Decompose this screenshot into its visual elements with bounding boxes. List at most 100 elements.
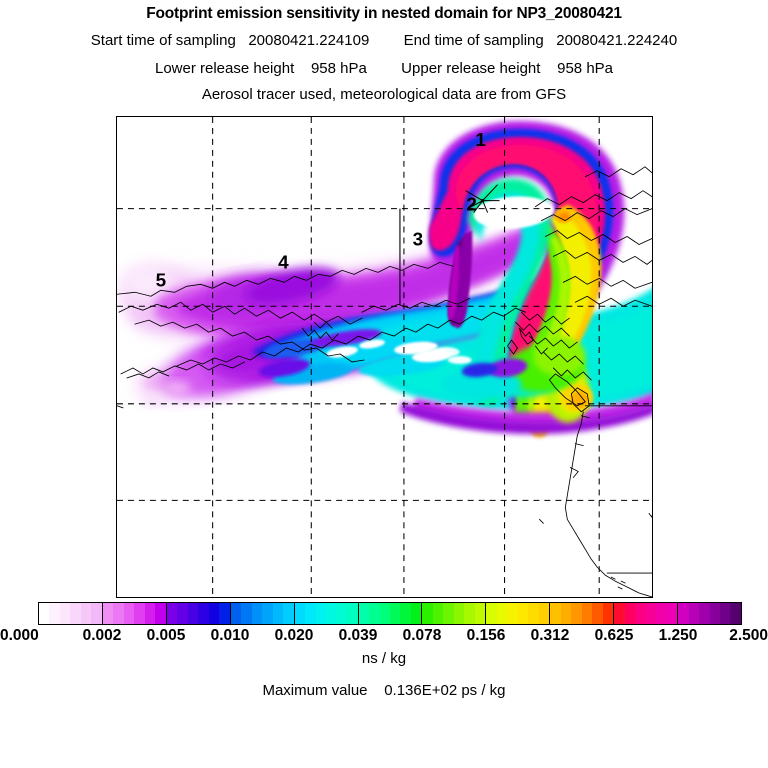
colorbar-step: [208, 603, 220, 624]
lower-release-height-label: Lower release height: [154, 60, 295, 77]
colorbar-step: [326, 603, 337, 624]
colorbar-step: [102, 603, 114, 624]
end-time-value: 20080421.224240: [556, 32, 678, 49]
colorbar-band-5: [358, 603, 423, 624]
colorbar-tick-9: 0.625: [594, 627, 634, 644]
map-gridlines: [117, 117, 652, 597]
page-title: Footprint emission sensitivity in nested…: [146, 5, 622, 22]
colorbar-step: [422, 603, 433, 624]
plume-label-5: 5: [156, 270, 167, 291]
colorbar-tick-5: 0.039: [338, 627, 378, 644]
colorbar-step: [688, 603, 700, 624]
colorbar-step: [400, 603, 411, 624]
colorbar-step: [134, 603, 145, 624]
colorbar-step: [507, 603, 518, 624]
colorbar-step: [369, 603, 380, 624]
colorbar-tick-11: 2.500: [729, 627, 768, 644]
colorbar-step: [464, 603, 475, 624]
colorbar-step: [347, 603, 358, 624]
coastline-overlay: [117, 166, 652, 597]
colorbar-step: [443, 603, 454, 624]
colorbar-tick-8: 0.312: [530, 627, 570, 644]
colorbar-step: [602, 603, 614, 624]
end-time-label: End time of sampling: [403, 32, 544, 49]
colorbar-step: [379, 603, 390, 624]
colorbar-step: [358, 603, 370, 624]
colorbar-step: [389, 603, 401, 624]
colorbar-step: [230, 603, 242, 624]
colorbar-band-7: [486, 603, 551, 624]
colorbar-step: [474, 603, 486, 624]
colorbar-step: [166, 603, 178, 624]
colorbar-band-0: [39, 603, 103, 624]
colorbar-step: [198, 603, 209, 624]
colorbar-step: [709, 603, 720, 624]
start-time-label: Start time of sampling: [90, 32, 236, 49]
colorbar-gradient: [38, 602, 742, 625]
colorbar: [38, 602, 742, 625]
colorbar-tick-1: 0.002: [82, 627, 122, 644]
colorbar-band-2: [166, 603, 231, 624]
colorbar-band-10: [678, 603, 741, 624]
colorbar-step: [528, 603, 539, 624]
colorbar-step: [571, 603, 582, 624]
footprint-map-plot: 1 2 3 4 5: [116, 116, 653, 598]
colorbar-tick-6: 0.078: [402, 627, 442, 644]
colorbar-step: [592, 603, 603, 624]
colorbar-step: [294, 603, 306, 624]
colorbar-band-4: [294, 603, 359, 624]
colorbar-unit-label: ns / kg: [361, 650, 407, 667]
colorbar-step: [730, 603, 741, 624]
colorbar-step: [336, 603, 348, 624]
colorbar-step: [91, 603, 102, 624]
maximum-value-value: 0.136E+02 ps / kg: [384, 682, 506, 699]
colorbar-step: [177, 603, 188, 624]
colorbar-step: [283, 603, 294, 624]
start-time-value: 20080421.224109: [248, 32, 370, 49]
colorbar-step: [624, 603, 636, 624]
plume-annotations: 1 2 3 4 5: [156, 130, 500, 291]
colorbar-step: [666, 603, 678, 624]
maximum-value-row: Maximum value 0.136E+02 ps / kg: [0, 682, 768, 699]
plume-label-1: 1: [475, 130, 486, 151]
colorbar-step: [80, 603, 92, 624]
colorbar-band-3: [230, 603, 295, 624]
colorbar-step: [550, 603, 561, 624]
colorbar-step: [272, 603, 284, 624]
lower-release-height-value: 958 hPa: [310, 60, 367, 77]
colorbar-step: [486, 603, 497, 624]
plume-label-4: 4: [278, 252, 289, 273]
colorbar-step: [517, 603, 529, 624]
colorbar-tick-labels: 0.000 0.002 0.005 0.010 0.020 0.039 0.078 0.156…: [0, 627, 768, 647]
colorbar-step: [49, 603, 60, 624]
colorbar-step: [635, 603, 646, 624]
colorbar-step: [113, 603, 124, 624]
colorbar-step: [538, 603, 550, 624]
colorbar-step: [70, 603, 81, 624]
upper-release-height-value: 958 hPa: [557, 60, 614, 77]
horizontal-gridlines: [117, 208, 652, 501]
colorbar-step: [315, 603, 327, 624]
colorbar-step: [241, 603, 252, 624]
colorbar-step: [410, 603, 422, 624]
colorbar-step: [39, 603, 50, 624]
colorbar-step: [123, 603, 135, 624]
colorbar-step: [251, 603, 263, 624]
colorbar-step: [720, 603, 731, 624]
colorbar-band-6: [422, 603, 487, 624]
colorbar-step: [432, 603, 444, 624]
colorbar-step: [305, 603, 316, 624]
colorbar-step: [678, 603, 689, 624]
colorbar-step: [155, 603, 166, 624]
colorbar-step: [262, 603, 273, 624]
colorbar-tick-0: 0.000: [0, 627, 39, 644]
colorbar-step: [581, 603, 593, 624]
colorbar-step: [656, 603, 667, 624]
plume-label-3: 3: [413, 229, 424, 250]
colorbar-step: [219, 603, 230, 624]
maximum-value-label: Maximum value: [262, 682, 368, 699]
upper-release-height-label: Upper release height: [401, 60, 541, 77]
colorbar-step: [645, 603, 657, 624]
colorbar-step: [59, 603, 71, 624]
colorbar-step: [453, 603, 465, 624]
